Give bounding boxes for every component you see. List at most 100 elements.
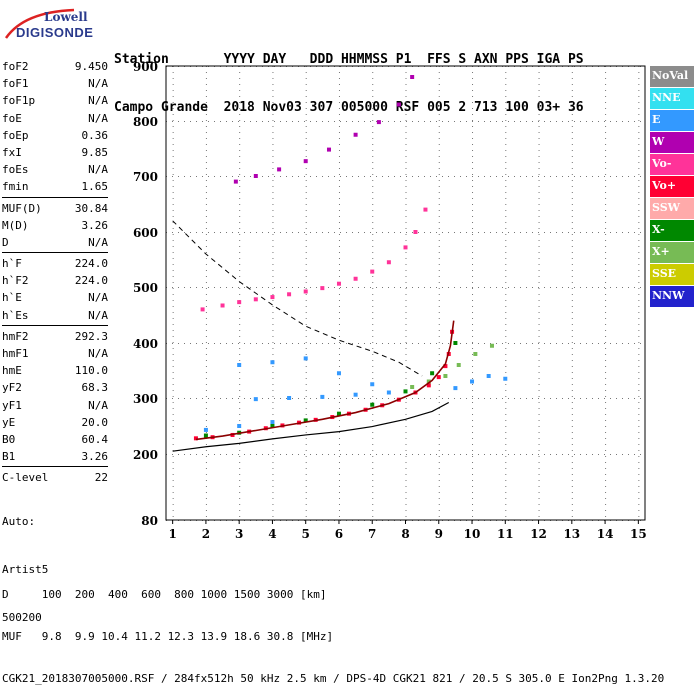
param-value: N/A (88, 291, 108, 305)
grid-dot (205, 114, 207, 115)
grid-dot (205, 180, 207, 181)
grid-dot (472, 414, 474, 415)
param-value: 292.3 (74, 329, 108, 343)
grid-dot (172, 156, 174, 157)
grid-dot (196, 398, 197, 399)
grid-dot (239, 384, 241, 385)
grid-dot (305, 354, 307, 355)
grid-dot (405, 180, 407, 181)
grid-dot (316, 287, 317, 288)
grid-dot (358, 121, 359, 122)
grid-dot (538, 348, 540, 349)
grid-dot (438, 492, 440, 493)
param-row: yF1 N/A (2, 397, 108, 414)
data-point-w (410, 75, 415, 79)
grid-dot (172, 480, 174, 481)
grid-dot (364, 287, 365, 288)
grid-dot (205, 108, 207, 109)
grid-dot (505, 84, 507, 85)
grid-dot (205, 276, 207, 277)
grid-dot (586, 343, 587, 344)
grid-dot (340, 176, 341, 177)
grid-dot (605, 198, 607, 199)
grid-dot (598, 232, 599, 233)
grid-dot (424, 398, 425, 399)
grid-dot (272, 408, 274, 409)
grid-dot (305, 498, 307, 499)
grid-dot (405, 288, 407, 289)
grid-dot (272, 300, 274, 301)
grid-dot (239, 78, 241, 79)
grid-dot (305, 336, 307, 337)
grid-dot (538, 282, 540, 283)
grid-dot (532, 398, 533, 399)
data-point-w (396, 102, 401, 107)
grid-dot (400, 121, 401, 122)
grid-dot (640, 232, 641, 233)
param-name: hmF2 (2, 329, 29, 343)
grid-dot (605, 348, 607, 349)
grid-dot (571, 72, 573, 73)
grid-dot (405, 168, 407, 169)
grid-dot (172, 198, 174, 199)
grid-dot (334, 232, 335, 233)
grid-dot (438, 396, 440, 397)
grid-dot (638, 474, 640, 475)
grid-dot (638, 510, 640, 511)
data-point-vo- (443, 364, 448, 369)
grid-dot (316, 232, 317, 233)
grid-dot (505, 138, 507, 139)
grid-dot (472, 287, 473, 288)
grid-dot (430, 232, 431, 233)
grid-dot (372, 222, 374, 223)
grid-dot (571, 246, 573, 247)
grid-dot (305, 132, 307, 133)
grid-dot (438, 504, 440, 505)
data-point-w (326, 147, 331, 152)
grid-dot (438, 216, 440, 217)
grid-dot (334, 176, 335, 177)
grid-dot (172, 486, 174, 487)
grid-dot (268, 121, 269, 122)
grid-dot (571, 156, 573, 157)
grid-dot (448, 287, 449, 288)
grid-dot (538, 252, 540, 253)
grid-dot (205, 462, 207, 463)
grid-dot (571, 336, 573, 337)
logo-lowell-text: Lowell (44, 10, 88, 24)
grid-dot (571, 252, 573, 253)
param-row: C-level 22 (2, 469, 108, 486)
grid-dot (338, 474, 340, 475)
grid-dot (376, 454, 377, 455)
grid-dot (405, 402, 407, 403)
grid-dot (305, 240, 307, 241)
grid-dot (448, 454, 449, 455)
grid-dot (338, 216, 340, 217)
grid-dot (472, 240, 474, 241)
footer-file-info: CGK21_2018307005000.RSF / 284fx512h 50 k… (2, 672, 665, 685)
grid-dot (372, 162, 374, 163)
grid-dot (405, 96, 407, 97)
grid-dot (239, 408, 241, 409)
grid-dot (628, 454, 629, 455)
grid-dot (484, 176, 485, 177)
grid-dot (484, 398, 485, 399)
grid-dot (472, 312, 474, 313)
grid-dot (316, 343, 317, 344)
grid-dot (202, 232, 203, 233)
grid-dot (550, 121, 551, 122)
grid-dot (472, 294, 474, 295)
grid-dot (239, 492, 241, 493)
grid-dot (405, 78, 407, 79)
grid-dot (272, 306, 274, 307)
data-point-vo- (353, 276, 358, 281)
grid-dot (338, 210, 340, 211)
grid-dot (205, 138, 207, 139)
grid-dot (496, 454, 497, 455)
grid-dot (286, 287, 287, 288)
param-row: yF2 68.3 (2, 379, 108, 396)
grid-dot (438, 228, 440, 229)
grid-dot (634, 343, 635, 344)
grid-dot (205, 360, 207, 361)
grid-dot (205, 432, 207, 433)
